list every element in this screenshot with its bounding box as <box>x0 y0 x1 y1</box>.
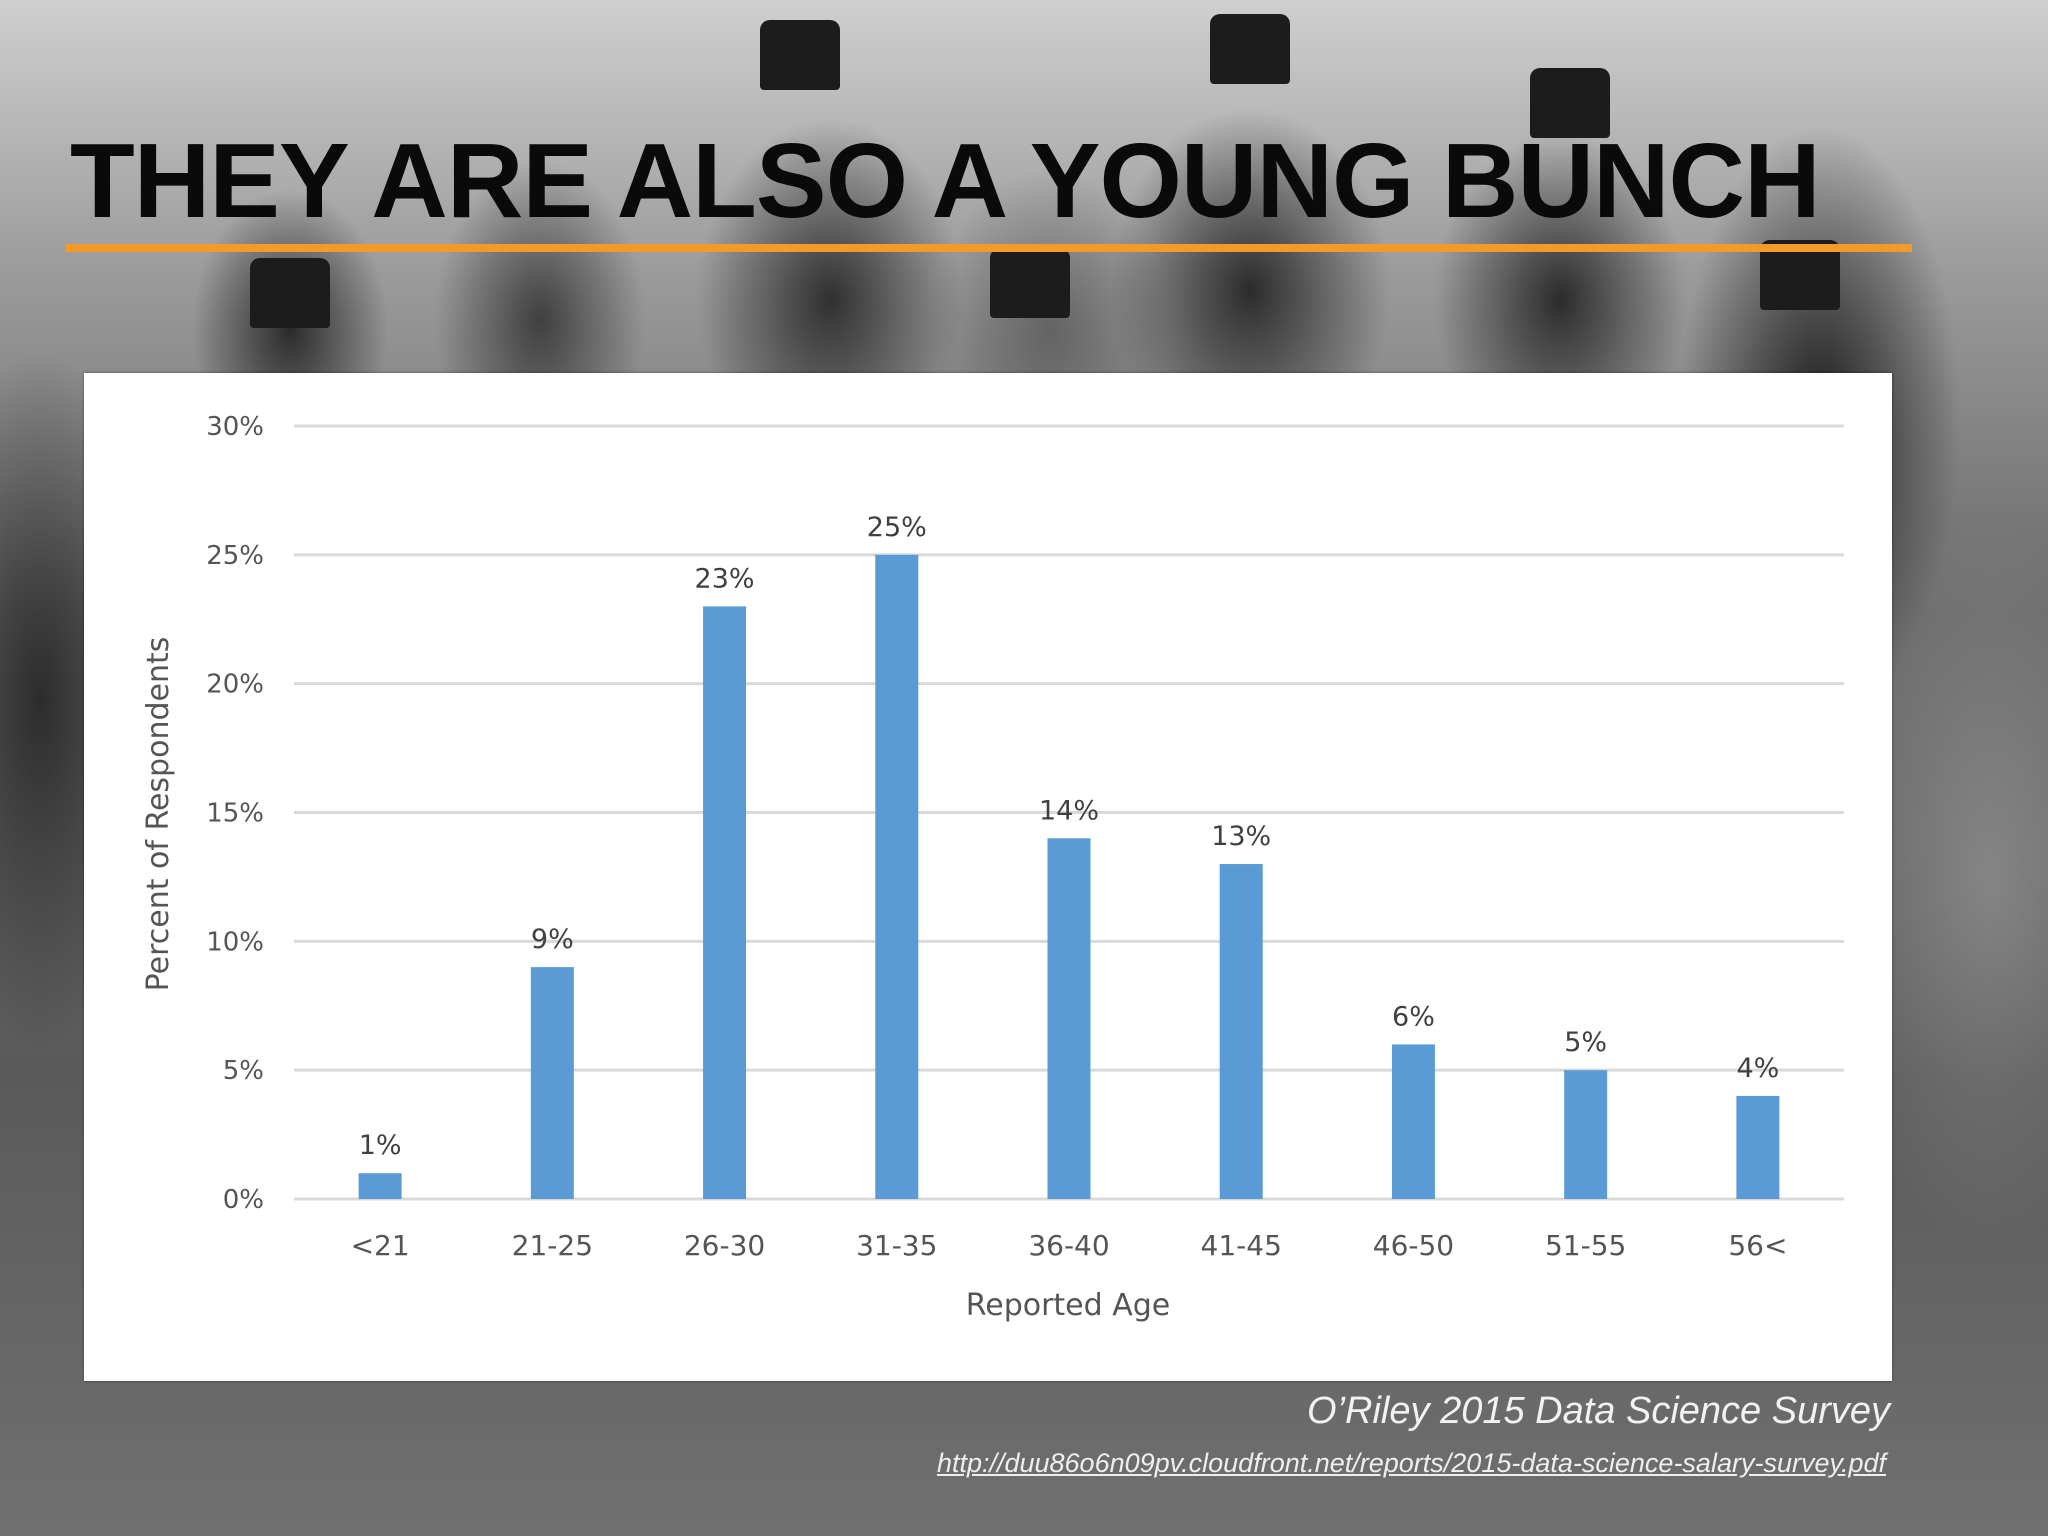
data-label: 23% <box>695 563 755 594</box>
source-citation: O’Riley 2015 Data Science Survey <box>1307 1390 1890 1432</box>
source-link[interactable]: http://duu86o6n09pv.cloudfront.net/repor… <box>936 1448 1886 1478</box>
x-category-label: 31-35 <box>856 1229 937 1262</box>
bar <box>1047 838 1091 1199</box>
bar-chart: 0% 5% 10% 15% 20% 25% 30% 1% 9% 23% 25% 14% 13% 6% 5%… <box>141 412 1844 1323</box>
y-tick-label: 30% <box>206 412 264 442</box>
background-figure <box>1530 68 1610 138</box>
data-label: 25% <box>867 512 927 543</box>
x-axis-categories: <21 21-25 26-30 31-35 36-40 41-45 46-50 51-55 56… <box>351 1229 1788 1262</box>
title-underline <box>66 244 1912 252</box>
background-figure <box>990 248 1070 318</box>
x-category-label: 46-50 <box>1373 1229 1454 1262</box>
data-label: 4% <box>1736 1053 1779 1084</box>
background-figure <box>1210 14 1290 84</box>
bars <box>358 554 1780 1199</box>
data-label: 9% <box>531 924 574 955</box>
x-category-label: 21-25 <box>512 1229 593 1262</box>
bar <box>1564 1070 1608 1199</box>
x-category-label: 56< <box>1728 1229 1787 1262</box>
y-tick-label: 25% <box>206 541 264 571</box>
bar <box>1219 864 1263 1199</box>
y-tick-label: 0% <box>223 1185 264 1215</box>
chart-panel: 0% 5% 10% 15% 20% 25% 30% 1% 9% 23% 25% 14% 13% 6% 5%… <box>84 373 1892 1381</box>
y-tick-label: 20% <box>206 670 264 700</box>
bar <box>1736 1095 1780 1199</box>
x-category-label: 41-45 <box>1201 1229 1282 1262</box>
background-figure <box>250 258 330 328</box>
data-label: 5% <box>1564 1027 1607 1058</box>
background-figure <box>760 20 840 90</box>
x-category-label: 36-40 <box>1028 1229 1109 1262</box>
data-label: 13% <box>1211 821 1271 852</box>
slide-title: THEY ARE ALSO A YOUNG BUNCH <box>70 122 1821 240</box>
y-tick-label: 15% <box>206 799 264 829</box>
x-axis-title: Reported Age <box>966 1288 1171 1323</box>
y-axis-title: Percent of Respondents <box>141 637 176 992</box>
y-tick-label: 5% <box>223 1056 264 1086</box>
bar <box>1391 1044 1435 1199</box>
data-label: 6% <box>1392 1001 1435 1032</box>
bar <box>875 554 919 1199</box>
y-tick-label: 10% <box>206 927 264 957</box>
bar <box>703 606 747 1199</box>
bar <box>530 967 574 1199</box>
y-axis-ticks: 0% 5% 10% 15% 20% 25% 30% <box>206 412 264 1215</box>
bar <box>358 1173 402 1199</box>
x-category-label: <21 <box>351 1229 410 1262</box>
data-labels: 1% 9% 23% 25% 14% 13% 6% 5% 4% <box>359 512 1780 1161</box>
x-category-label: 26-30 <box>684 1229 765 1262</box>
data-label: 1% <box>359 1130 402 1161</box>
data-label: 14% <box>1039 795 1099 826</box>
x-category-label: 51-55 <box>1545 1229 1626 1262</box>
